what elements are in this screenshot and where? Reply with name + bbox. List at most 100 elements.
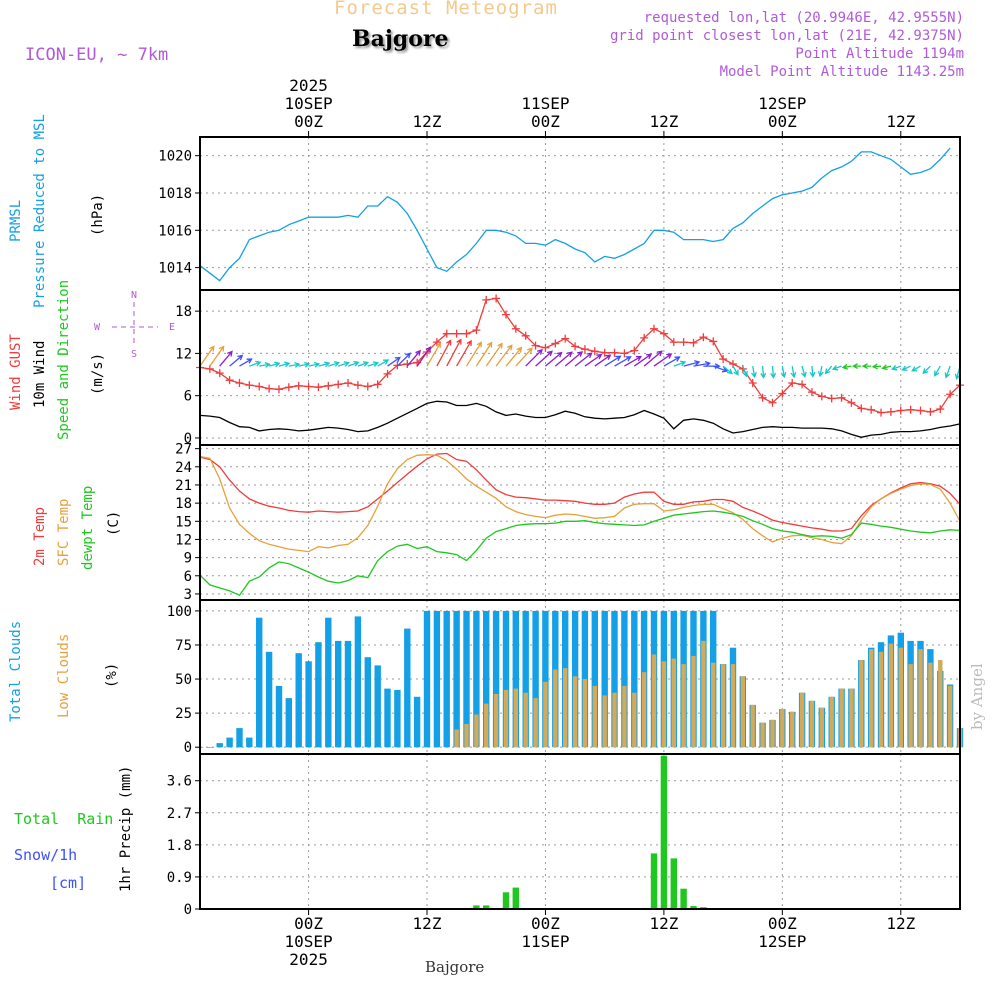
wind-arrow	[584, 353, 603, 367]
low-cloud-bar	[237, 747, 242, 748]
gust-marker	[334, 380, 343, 389]
model-name: ICON-EU, ~ 7km	[25, 45, 169, 65]
gust-marker	[284, 383, 293, 392]
wind-arrow	[751, 365, 757, 379]
total-cloud-bar	[325, 617, 332, 748]
wind-arrow	[614, 356, 632, 367]
low-cloud-bar	[345, 747, 351, 748]
series-line	[199, 452, 961, 532]
gust-marker	[610, 348, 619, 357]
gust-marker	[659, 329, 668, 338]
total-cloud-bar	[433, 610, 441, 748]
gridpoint-coords: grid point closest lon,lat (21E, 42.9375…	[609, 28, 964, 44]
gust-marker	[294, 381, 303, 390]
wind-arrow	[713, 365, 729, 373]
gust-marker	[936, 405, 945, 414]
y-tick-label: 2.7	[167, 806, 192, 822]
total-cloud-bar	[512, 610, 519, 748]
wind-arrow	[288, 362, 301, 368]
panel-frame	[199, 136, 961, 291]
gust-marker	[778, 389, 787, 398]
point-altitude: Point Altitude 1194m	[795, 46, 964, 62]
low-cloud-bar	[247, 747, 252, 748]
low-cloud-bar	[938, 660, 943, 748]
wind-arrow	[801, 365, 807, 379]
gust-marker	[403, 359, 412, 368]
total-cloud-bar	[275, 685, 283, 748]
wind-arrow	[604, 355, 622, 367]
wind-arrow	[426, 341, 441, 367]
wind-arrow	[357, 361, 370, 367]
total-cloud-bar	[621, 610, 628, 748]
low-cloud-bar	[691, 655, 696, 748]
total-cloud-bar	[443, 610, 450, 748]
total-cloud-bar	[246, 737, 253, 748]
total-rain-label: Total Rain	[14, 810, 113, 828]
total-cloud-bar	[374, 665, 381, 748]
low-cloud-bar	[888, 643, 894, 748]
gust-marker	[205, 364, 214, 373]
compass-west: W	[94, 322, 101, 333]
y-tick-label: 15	[175, 514, 192, 530]
low-cloud-bar	[849, 688, 854, 748]
total-cloud-bar	[265, 651, 273, 748]
y-tick-label: 75	[175, 638, 192, 654]
gust-marker	[620, 349, 629, 358]
y-tick-label: 6	[184, 389, 192, 405]
low-cloud-bar	[316, 747, 321, 748]
low-cloud-bar	[375, 747, 380, 748]
total-cloud-bar	[492, 610, 500, 748]
chart-title: Forecast Meteogram	[334, 0, 558, 19]
wind-arrow	[770, 366, 777, 379]
low-cloud-bar	[740, 676, 745, 748]
gust-marker	[580, 345, 589, 354]
gust-marker	[748, 379, 757, 387]
gust-marker	[383, 369, 392, 378]
x-label-bottom: 2025	[289, 950, 328, 969]
wind-arrow	[554, 351, 573, 367]
wind-arrow	[564, 351, 584, 367]
low-cloud-bar	[286, 747, 291, 748]
total-cloud-bar	[315, 642, 322, 748]
series-line	[199, 510, 961, 597]
low-cloud-bar	[701, 640, 706, 748]
x-label-bottom: 12SEP	[758, 932, 806, 951]
total-cloud-bar	[394, 689, 401, 748]
wind-arrow	[456, 339, 472, 367]
y-tick-label: 1020	[158, 149, 192, 165]
low-cloud-bar	[622, 685, 627, 748]
wind-arrow	[545, 351, 563, 367]
wind-arrow	[881, 364, 892, 371]
low-cloud-bar	[543, 681, 548, 748]
low-cloud-bar	[878, 651, 884, 748]
wind-arrow	[525, 348, 543, 367]
low-cloud-bar	[474, 714, 479, 748]
y-tick-label: 0	[184, 431, 192, 447]
total-cloud-bar	[502, 610, 510, 748]
wind-arrow	[780, 365, 787, 379]
wind-arrow	[851, 363, 862, 370]
wind-arrow	[934, 365, 941, 377]
low-cloud-bar	[671, 658, 676, 748]
low-cloud-bar	[405, 747, 410, 748]
y-tick-label: 1016	[158, 223, 192, 239]
low-cloud-bar	[720, 664, 726, 748]
x-label-bottom: 12Z	[413, 914, 442, 933]
wind-arrow	[337, 361, 350, 367]
x-label-bottom: 12Z	[649, 914, 678, 933]
model-altitude: Model Point Altitude 1143.25m	[719, 64, 964, 80]
gust-marker	[314, 383, 323, 392]
gust-marker	[679, 338, 688, 347]
wind-arrow	[446, 338, 462, 367]
precip-bar	[650, 853, 658, 909]
x-label-top: 2025	[289, 76, 328, 95]
wind-arrow	[891, 364, 902, 371]
low-cloud-bar	[947, 685, 953, 748]
y-tick-label: 6	[184, 569, 192, 585]
gust-marker	[363, 382, 372, 391]
low-cloud-bar	[493, 694, 499, 748]
low-cloud-bar	[651, 654, 657, 748]
gust-marker	[896, 406, 905, 415]
gust-marker	[877, 408, 886, 417]
total-cloud-bar	[354, 616, 362, 748]
